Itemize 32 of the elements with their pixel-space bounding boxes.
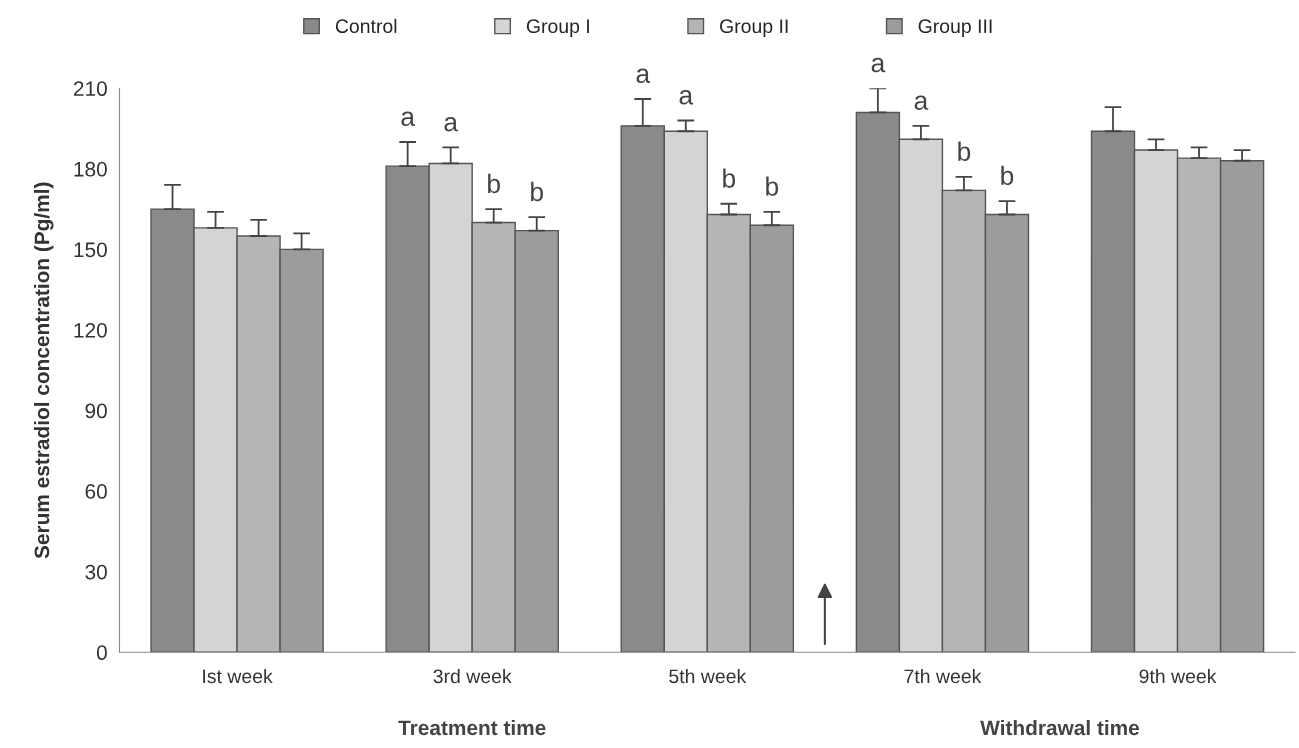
data-label: b <box>488 173 500 194</box>
legend-label: Group I <box>526 19 589 37</box>
y-tick-label: 150 <box>74 242 107 258</box>
y-tick-label: 60 <box>85 484 107 499</box>
y-tick-label: 120 <box>74 322 107 338</box>
y-axis-title: Serum estradiol concentration (Pg/ml) <box>33 182 54 559</box>
data-label: b <box>766 176 779 196</box>
text: Withdrawal time <box>980 719 1140 736</box>
legend-label: Group II <box>720 19 788 37</box>
y-tick-label: 210 <box>73 81 107 97</box>
text: Treatment time <box>398 719 546 736</box>
x-tick-label: Ist week <box>203 668 273 684</box>
data-label: a <box>444 116 459 132</box>
data-label: a <box>636 68 651 84</box>
y-tick-label: 180 <box>74 161 107 177</box>
data-label: a <box>871 57 886 73</box>
data-label: b <box>723 168 736 188</box>
y-tick-label: 30 <box>85 564 107 580</box>
data-label: b <box>531 181 543 202</box>
data-label: a <box>679 90 694 105</box>
x-tick-label: 7th week <box>904 668 982 684</box>
data-label: b <box>1001 165 1014 186</box>
x-tick-label: 3rd week <box>433 668 512 684</box>
x-tick-label: 5th week <box>669 668 747 684</box>
data-label: a <box>914 95 929 110</box>
y-tick-label: 90 <box>85 403 107 419</box>
data-label: a <box>401 111 415 127</box>
legend-label: Group III <box>918 19 992 37</box>
x-tick-label: 9th week <box>1139 668 1217 684</box>
legend-label: Control <box>335 18 397 34</box>
y-tick-label: 0 <box>96 645 107 661</box>
data-label: b <box>958 141 971 161</box>
